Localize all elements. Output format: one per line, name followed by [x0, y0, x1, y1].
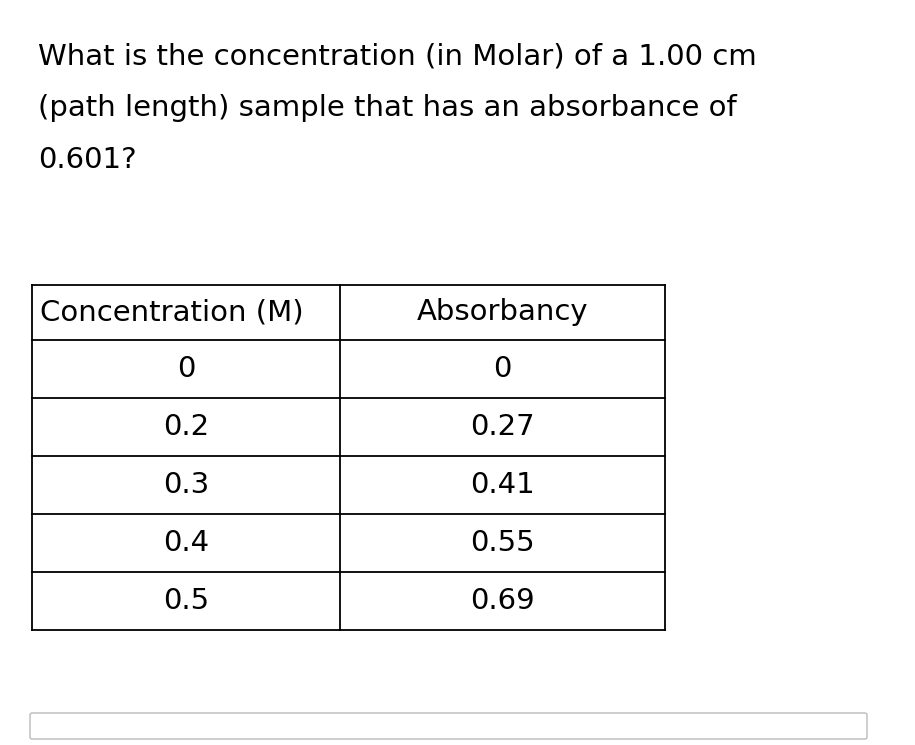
Text: 0.5: 0.5 — [163, 587, 209, 615]
Text: Absorbancy: Absorbancy — [416, 299, 588, 326]
Text: 0.27: 0.27 — [470, 413, 534, 441]
Text: Concentration (M): Concentration (M) — [40, 299, 304, 326]
Text: What is the concentration (in Molar) of a 1.00 cm: What is the concentration (in Molar) of … — [38, 42, 757, 70]
Text: 0.55: 0.55 — [470, 529, 534, 557]
Text: 0.69: 0.69 — [470, 587, 534, 615]
Text: 0.601?: 0.601? — [38, 146, 136, 174]
Text: 0.41: 0.41 — [470, 471, 535, 499]
Text: 0.3: 0.3 — [163, 471, 210, 499]
Text: 0: 0 — [177, 355, 195, 383]
FancyBboxPatch shape — [30, 713, 867, 739]
Text: (path length) sample that has an absorbance of: (path length) sample that has an absorba… — [38, 94, 737, 122]
Text: 0.4: 0.4 — [163, 529, 209, 557]
Text: 0: 0 — [493, 355, 511, 383]
Text: 0.2: 0.2 — [163, 413, 209, 441]
